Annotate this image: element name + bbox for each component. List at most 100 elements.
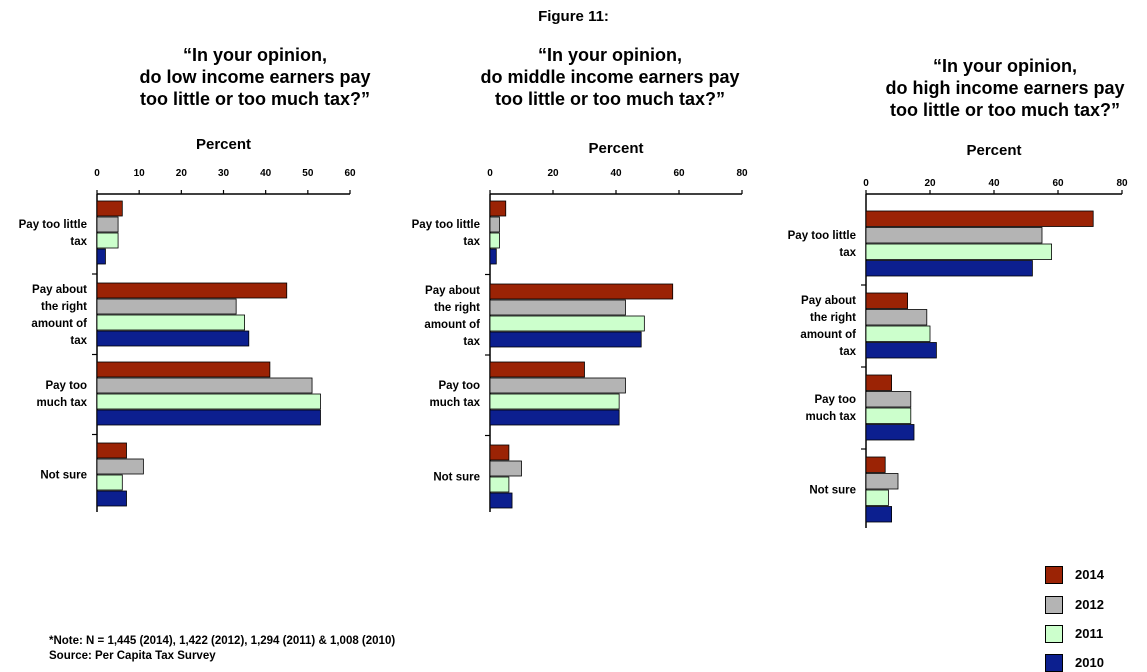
bar-pay-about-right-2014 [96, 282, 288, 299]
bar-not-sure-2014 [96, 442, 127, 459]
x-tick-label: 20 [176, 168, 188, 179]
bar-pay-too-much-2011 [489, 393, 620, 410]
legend-label: 2010 [1075, 655, 1104, 670]
bar-pay-too-little-2010 [865, 260, 1033, 277]
category-label: amount of [424, 319, 480, 331]
bar-not-sure-2012 [865, 473, 899, 490]
chart-title-line: do low income earners pay [139, 67, 371, 87]
legend-swatch [1045, 625, 1063, 643]
legend-label: 2014 [1075, 567, 1104, 582]
category-label: tax [839, 247, 856, 259]
legend-swatch [1045, 566, 1063, 584]
bar-not-sure-2010 [865, 506, 893, 523]
category-label: Pay about [425, 285, 480, 297]
category-label: much tax [430, 397, 481, 409]
bar-pay-about-right-2010 [865, 342, 937, 359]
category-label: Pay too little [19, 219, 87, 231]
bar-pay-about-right-2014 [489, 283, 674, 300]
bar-not-sure-2010 [96, 490, 127, 507]
category-label: Pay too little [412, 219, 480, 231]
x-tick-label: 40 [260, 168, 272, 179]
bar-pay-about-right-2012 [96, 298, 237, 315]
bar-pay-about-right-2012 [489, 299, 626, 316]
bar-pay-too-little-2010 [489, 248, 497, 265]
chart-title-line: “In your opinion, [183, 45, 327, 65]
category-label: tax [463, 236, 480, 248]
category-label: Not sure [809, 485, 856, 497]
chart-2: Percent 0 20 40 60 80 Pay too little tax Pay abo… [788, 142, 1128, 528]
bar-pay-too-little-2012 [96, 216, 119, 233]
x-tick-label: 30 [218, 168, 230, 179]
chart-title-line: “In your opinion, [538, 45, 682, 65]
legend-item-2014: 2014 [1045, 566, 1145, 584]
category-label: Pay about [32, 284, 87, 296]
source-note: Source: Per Capita Tax Survey [49, 650, 216, 662]
figure-title: Figure 11: [538, 8, 609, 25]
category-label: Pay too little [788, 230, 856, 242]
chart-title-line: too little or too much tax?” [890, 100, 1120, 120]
bar-pay-about-right-2010 [489, 331, 642, 348]
category-label: amount of [31, 318, 87, 330]
x-tick-label: 20 [924, 178, 936, 189]
chart-title-low-income: “In your opinion, do low income earners … [85, 44, 425, 110]
category-label: Not sure [40, 470, 87, 482]
legend-item-2011: 2011 [1045, 625, 1145, 643]
bar-not-sure-2011 [96, 474, 123, 491]
x-tick-label: 0 [863, 178, 869, 189]
x-tick-label: 60 [1052, 178, 1064, 189]
category-label: Pay too [438, 380, 480, 392]
bar-not-sure-2011 [489, 476, 510, 493]
x-tick-label: 0 [487, 168, 493, 179]
chart-title-line: do middle income earners pay [480, 67, 740, 87]
x-tick-label: 50 [302, 168, 314, 179]
x-tick-label: 10 [134, 168, 146, 179]
bar-pay-too-much-2014 [96, 361, 271, 378]
bar-pay-too-little-2014 [865, 210, 1094, 227]
legend-item-2012: 2012 [1045, 596, 1145, 614]
bar-not-sure-2012 [96, 458, 144, 475]
x-axis-label: Percent [196, 136, 251, 153]
category-label: tax [70, 335, 87, 347]
bar-pay-too-little-2014 [489, 200, 507, 217]
chart-title-high-income: “In your opinion, do high income earners… [850, 55, 1147, 121]
category-label: the right [41, 301, 87, 313]
x-tick-label: 40 [610, 168, 622, 179]
bar-pay-too-much-2012 [489, 377, 626, 394]
bar-pay-too-much-2012 [865, 391, 912, 408]
bar-pay-too-much-2010 [865, 424, 915, 441]
x-tick-label: 20 [547, 168, 559, 179]
x-axis-label: Percent [588, 140, 643, 157]
bar-pay-too-much-2012 [96, 377, 313, 394]
category-label: Not sure [433, 472, 480, 484]
legend-label: 2011 [1075, 626, 1104, 641]
category-label: Pay about [801, 295, 856, 307]
bar-not-sure-2010 [489, 492, 513, 509]
category-label: the right [434, 302, 480, 314]
bar-pay-about-right-2010 [96, 330, 250, 347]
x-tick-label: 80 [736, 168, 748, 179]
x-axis-label: Percent [966, 142, 1021, 159]
category-label: tax [70, 236, 87, 248]
bar-pay-too-much-2010 [489, 409, 620, 426]
bar-pay-about-right-2014 [865, 292, 908, 309]
category-label: tax [463, 336, 480, 348]
bar-pay-about-right-2011 [96, 314, 245, 331]
sample-size-note: *Note: N = 1,445 (2014), 1,422 (2012), 1… [49, 635, 396, 647]
legend-item-2010: 2010 [1045, 654, 1145, 672]
category-label: Pay too [45, 380, 87, 392]
chart-title-line: too little or too much tax?” [140, 89, 370, 109]
bar-pay-about-right-2012 [865, 309, 928, 326]
bar-not-sure-2011 [865, 489, 889, 506]
x-tick-label: 80 [1116, 178, 1128, 189]
bar-pay-too-little-2011 [865, 243, 1053, 260]
chart-0: Percent 0 10 20 30 40 50 60 Pay too little tax Pay… [19, 136, 356, 512]
category-label: amount of [800, 329, 856, 341]
bar-pay-too-little-2011 [96, 232, 119, 249]
category-label: the right [810, 312, 856, 324]
legend-swatch [1045, 596, 1063, 614]
chart-title-line: too little or too much tax?” [495, 89, 725, 109]
chart-title-line: “In your opinion, [933, 56, 1077, 76]
x-tick-label: 0 [94, 168, 100, 179]
x-tick-label: 60 [344, 168, 356, 179]
